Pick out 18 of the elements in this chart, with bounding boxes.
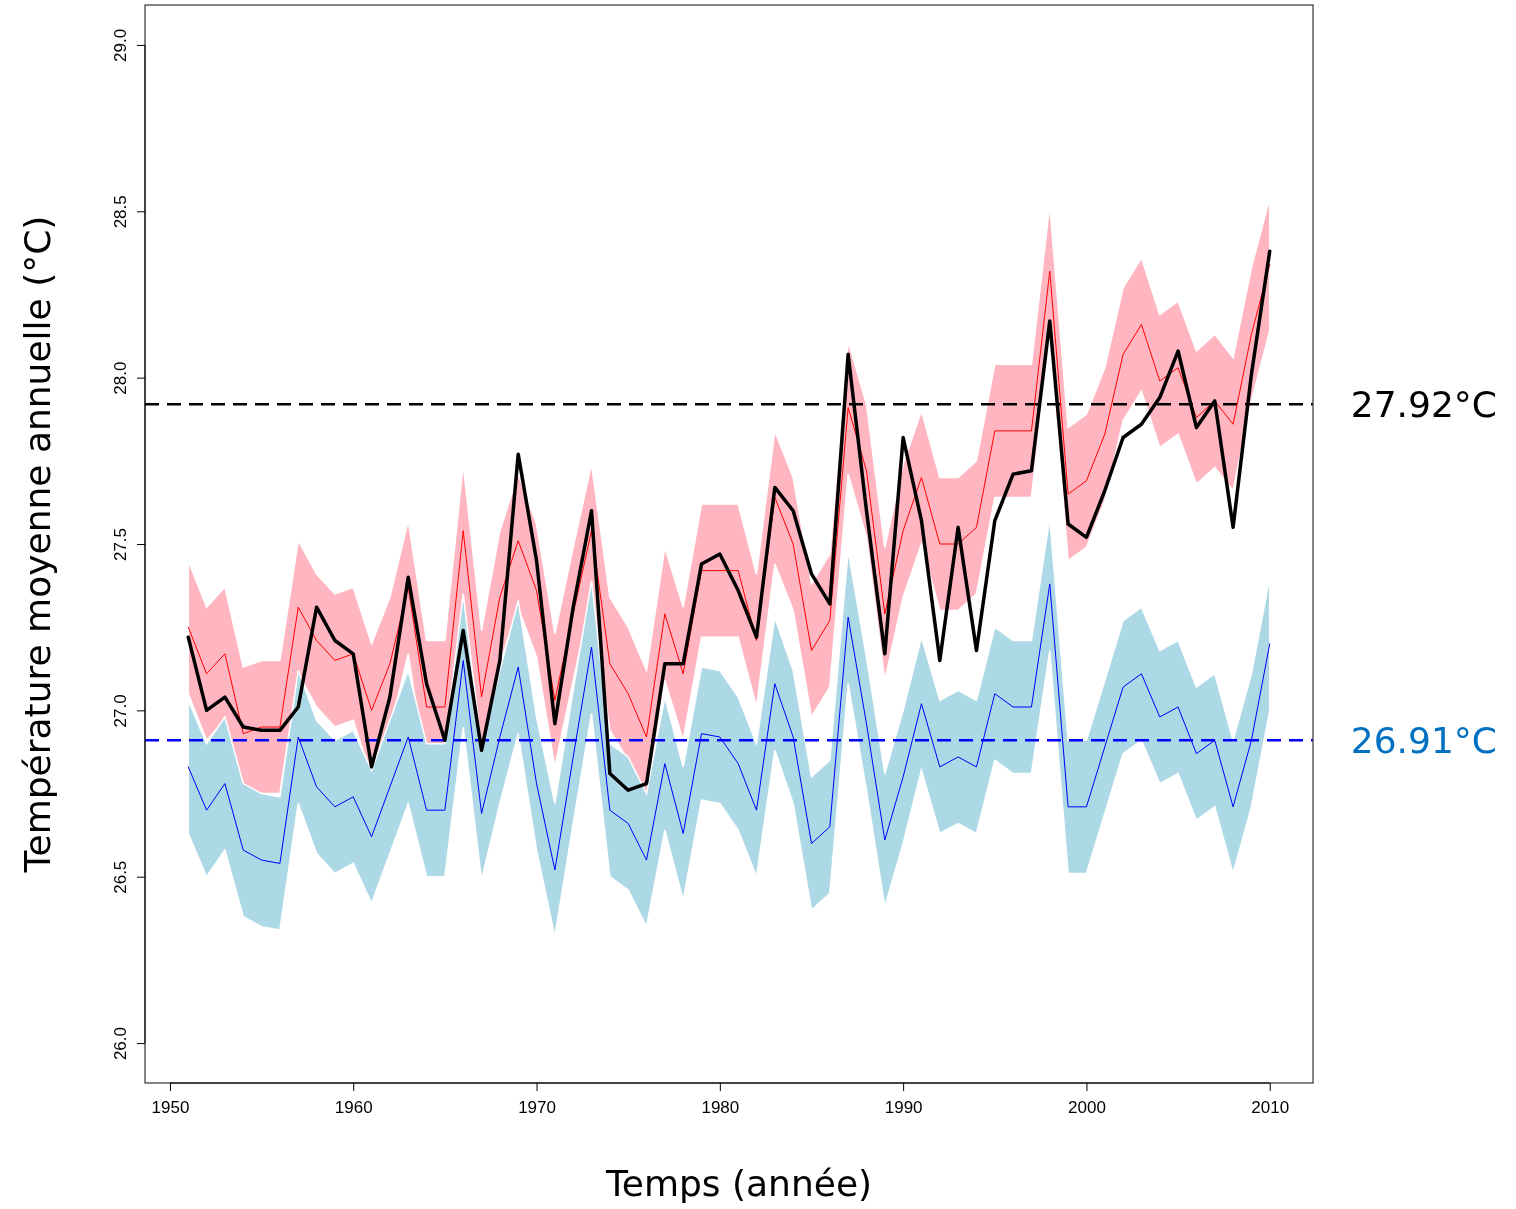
ref-line-label: 27.92°C bbox=[1350, 383, 1497, 425]
y-tick-label: 26.0 bbox=[110, 1027, 130, 1061]
y-tick-label: 27.0 bbox=[110, 694, 130, 728]
x-tick-label: 2010 bbox=[1251, 1098, 1290, 1118]
x-tick-label: 1970 bbox=[518, 1098, 556, 1118]
x-tick-label: 1980 bbox=[701, 1098, 740, 1118]
x-tick-label: 2000 bbox=[1068, 1098, 1106, 1118]
y-tick-label: 26.5 bbox=[110, 860, 130, 894]
x-tick-label: 1950 bbox=[151, 1098, 190, 1118]
ref-line-label: 26.91°C bbox=[1350, 719, 1497, 761]
y-tick-label: 29.0 bbox=[110, 28, 130, 62]
x-tick-label: 1990 bbox=[884, 1098, 923, 1118]
x-axis-title: Temps (année) bbox=[604, 1163, 873, 1204]
y-tick-label: 27.5 bbox=[110, 527, 130, 562]
x-tick-label: 1960 bbox=[334, 1098, 373, 1118]
y-axis-title: Température moyenne annuelle (°C) bbox=[17, 215, 58, 874]
y-tick-label: 28.0 bbox=[110, 361, 130, 395]
y-tick-label: 28.5 bbox=[110, 195, 130, 229]
